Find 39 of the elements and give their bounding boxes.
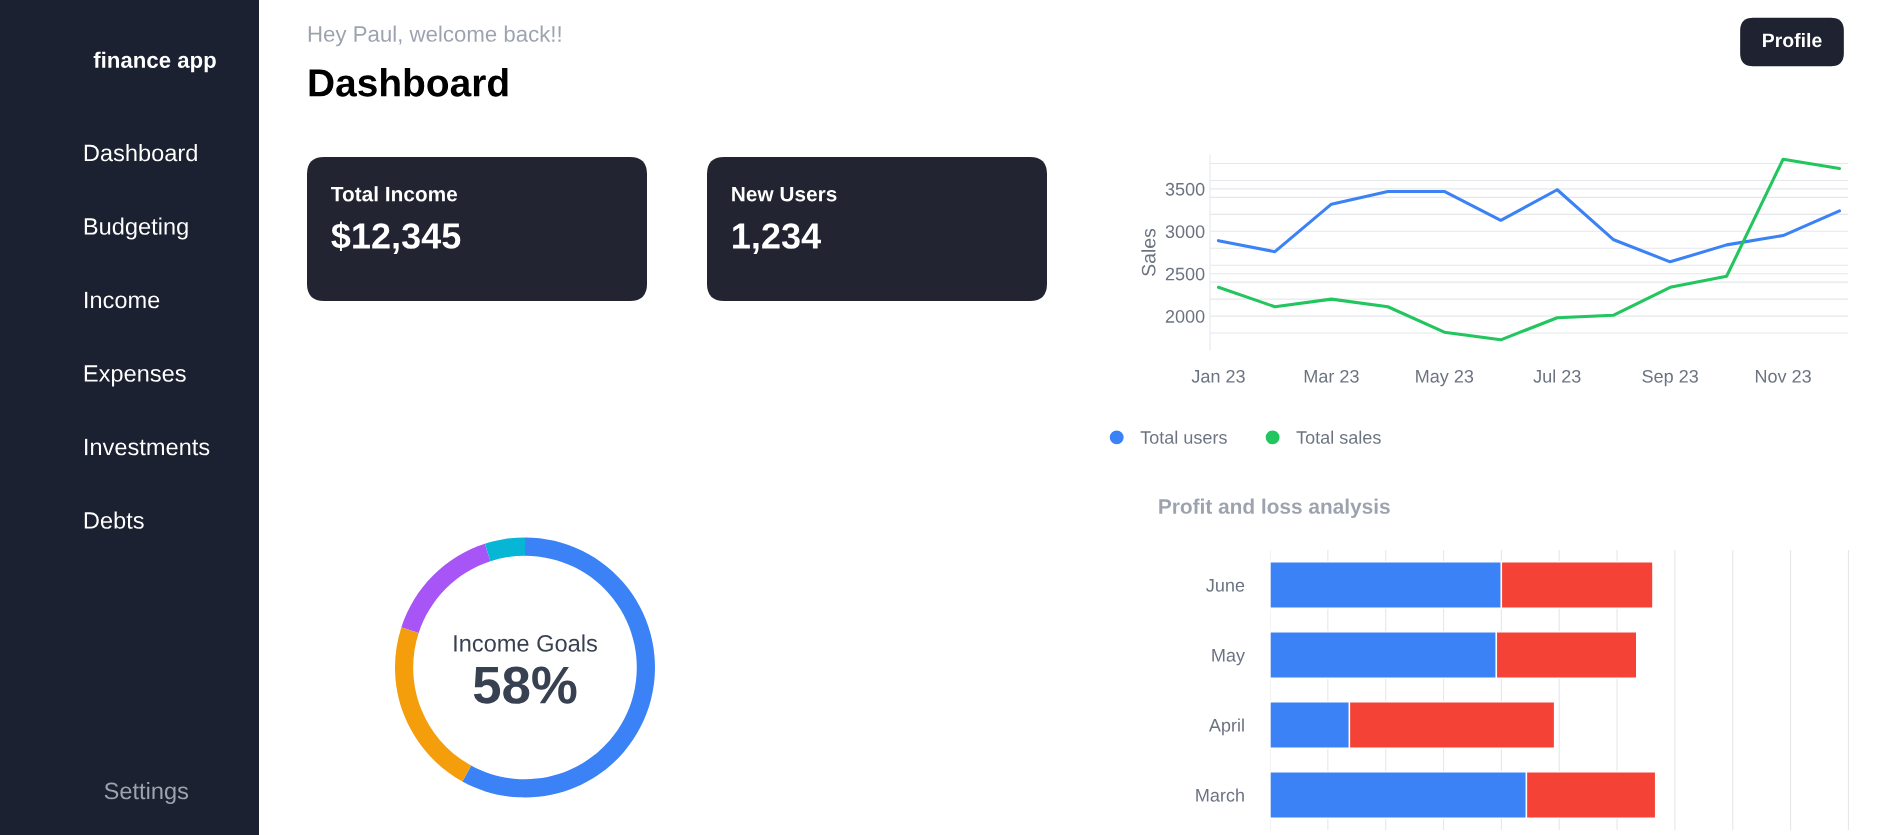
donut-slice	[484, 537, 525, 562]
text: Debts	[84, 511, 144, 529]
chart-title: Profit and loss analysis	[1159, 498, 1390, 518]
legend-label: Total users	[1140, 430, 1227, 444]
y-tick-label: 2000	[1165, 310, 1205, 323]
y-tick-label: April	[1208, 718, 1244, 736]
text: $12,345	[331, 221, 461, 255]
y-tick-label: 2500	[1165, 267, 1205, 281]
x-tick-label: Jan 23	[1191, 369, 1245, 383]
y-tick-label: March	[1196, 788, 1244, 802]
text: Income Goals	[454, 634, 597, 652]
y-tick-label: June	[1206, 579, 1245, 592]
text: Expenses	[84, 365, 186, 387]
text: Dashboard	[84, 144, 197, 162]
text: Budgeting	[84, 217, 188, 240]
x-tick-label: Sep 23	[1642, 369, 1698, 387]
y-tick-label: May	[1212, 649, 1245, 666]
donut-slice	[401, 543, 491, 633]
text: New Users	[732, 186, 837, 202]
x-tick-label: Nov 23	[1755, 369, 1811, 383]
text: Profile	[1763, 32, 1822, 48]
x-tick-label: May 23	[1416, 369, 1474, 387]
text: 58%	[473, 666, 577, 704]
text: Investments	[85, 438, 210, 456]
line-series	[1216, 188, 1842, 264]
y-axis-title: Sales	[1141, 228, 1156, 276]
text: Dashboard	[309, 68, 508, 97]
y-tick-label: 3500	[1165, 182, 1205, 196]
x-tick-label: Jul 23	[1533, 369, 1581, 383]
text: Total Income	[331, 186, 458, 202]
text: Hey Paul, welcome back!!	[308, 25, 561, 47]
text: Settings	[104, 781, 189, 805]
legend-label: Total sales	[1296, 430, 1381, 444]
y-tick-label: 3000	[1165, 225, 1205, 239]
text: 1,234	[733, 223, 821, 255]
line-series	[1216, 157, 1842, 342]
text: finance app	[93, 51, 216, 73]
x-tick-label: Mar 23	[1304, 369, 1359, 383]
text: Income	[85, 291, 160, 309]
